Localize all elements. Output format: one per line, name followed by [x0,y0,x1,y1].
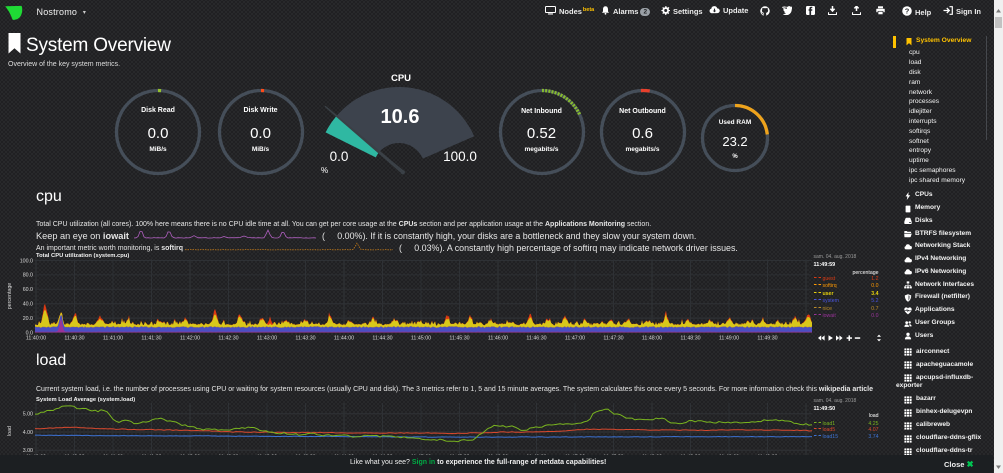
svg-text:11:42:00: 11:42:00 [180,336,200,342]
svg-text:11:43:30: 11:43:30 [295,336,315,342]
svg-text:11:47:00: 11:47:00 [565,336,585,342]
svg-text:11:47:30: 11:47:30 [603,336,623,342]
svg-text:11:48:30: 11:48:30 [680,336,700,342]
svg-text:11:49:00: 11:49:00 [719,336,739,342]
svg-text:11:44:30: 11:44:30 [372,336,392,342]
svg-text:3.00: 3.00 [23,448,33,454]
svg-text:11:46:30: 11:46:30 [526,336,546,342]
svg-text:11:41:00: 11:41:00 [103,336,123,342]
svg-text:40.0: 40.0 [23,302,33,308]
svg-text:100.0: 100.0 [20,258,33,264]
svg-text:11:40:30: 11:40:30 [64,336,84,342]
svg-text:11:44:00: 11:44:00 [334,336,354,342]
svg-text:11:41:30: 11:41:30 [141,336,161,342]
svg-text:20.0: 20.0 [23,316,33,322]
svg-text:11:40:00: 11:40:00 [26,336,46,342]
svg-text:11:49:30: 11:49:30 [757,336,777,342]
svg-text:4.00: 4.00 [23,430,33,436]
svg-text:11:46:00: 11:46:00 [488,336,508,342]
svg-text:5.00: 5.00 [23,412,33,418]
svg-text:11:45:00: 11:45:00 [411,336,431,342]
svg-text:11:48:00: 11:48:00 [642,336,662,342]
svg-text:load: load [7,426,13,436]
svg-text:percentage: percentage [7,283,13,310]
svg-text:60.0: 60.0 [23,287,33,293]
svg-text:80.0: 80.0 [23,273,33,279]
svg-text:11:43:00: 11:43:00 [257,336,277,342]
svg-text:11:45:30: 11:45:30 [449,336,469,342]
svg-text:0.0: 0.0 [26,330,33,336]
svg-text:?: ? [905,7,910,16]
svg-text:11:42:30: 11:42:30 [218,336,238,342]
